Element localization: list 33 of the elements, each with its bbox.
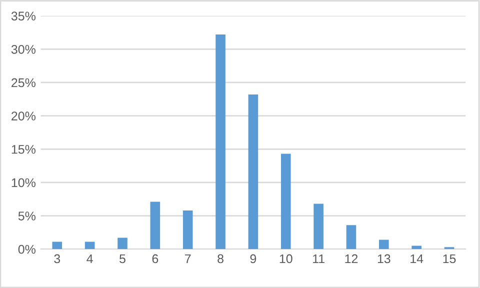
x-tick-label: 4 — [86, 254, 93, 264]
x-tick-label: 11 — [313, 254, 324, 264]
bar — [118, 238, 128, 250]
x-tick-label: 15 — [443, 254, 456, 264]
bar — [150, 202, 160, 250]
y-tick-label: 0% — [18, 244, 36, 254]
bar — [412, 246, 422, 250]
bar — [346, 225, 356, 250]
y-tick-label: 15% — [12, 145, 36, 154]
bar — [248, 94, 258, 250]
x-tick-label: 13 — [378, 254, 390, 264]
x-tick-label: 12 — [345, 254, 358, 264]
y-tick-label: 30% — [11, 44, 36, 54]
bar — [52, 242, 62, 250]
y-tick-label: 35% — [11, 12, 36, 20]
x-tick-label: 5 — [120, 254, 126, 264]
y-tick-label: 25% — [12, 78, 36, 88]
y-tick-label: 5% — [18, 212, 36, 220]
x-tick-label: 14 — [410, 254, 424, 264]
x-tick-label: 9 — [250, 254, 256, 264]
x-tick-label: 7 — [185, 254, 191, 264]
bar — [216, 34, 226, 250]
y-tick-label: 10% — [12, 178, 36, 188]
bar — [314, 204, 324, 250]
x-tick-label: 8 — [218, 254, 224, 264]
bar — [280, 154, 291, 250]
bar — [379, 240, 389, 250]
x-tick-label: 3 — [54, 254, 60, 264]
bar — [182, 210, 193, 250]
x-tick-label: 10 — [280, 254, 292, 264]
y-tick-label: 20% — [12, 112, 36, 120]
bar — [84, 242, 95, 250]
x-tick-label: 6 — [152, 254, 158, 264]
